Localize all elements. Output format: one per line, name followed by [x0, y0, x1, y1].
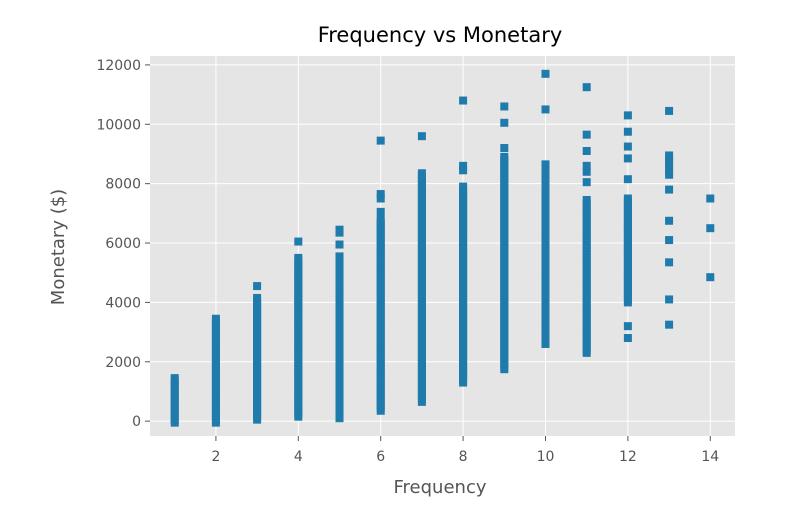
data-point: [665, 295, 674, 304]
data-point: [665, 106, 674, 115]
data-point: [665, 258, 674, 267]
data-point: [665, 185, 674, 194]
data-point: [335, 252, 344, 261]
y-tick-label: 0: [132, 414, 141, 430]
y-tick-label: 8000: [105, 177, 141, 193]
plot-area: [150, 56, 735, 436]
data-point: [623, 154, 632, 163]
data-point: [294, 237, 303, 246]
data-point: [665, 160, 674, 169]
x-tick-label: 12: [619, 449, 637, 465]
y-tick-label: 12000: [96, 58, 141, 74]
data-point: [500, 144, 509, 153]
data-point: [376, 194, 385, 203]
data-point: [623, 322, 632, 331]
x-tick-label: 4: [294, 449, 303, 465]
data-point: [706, 224, 715, 233]
data-point: [706, 194, 715, 203]
data-point: [459, 166, 468, 175]
data-point: [459, 182, 468, 191]
axis-ticks: 2 4 6 8 10 12 14 0 2000 4000 6000 8000 10000 12000: [96, 58, 719, 465]
data-point: [541, 188, 550, 197]
data-point: [623, 127, 632, 136]
data-point: [541, 105, 550, 114]
data-point: [541, 167, 550, 176]
data-point: [582, 195, 591, 204]
data-point: [335, 225, 344, 234]
data-point: [541, 181, 550, 190]
data-point: [665, 236, 674, 245]
data-point: [665, 216, 674, 225]
data-point: [665, 151, 674, 160]
data-point: [376, 190, 385, 199]
data-point: [623, 334, 632, 343]
y-tick-label: 4000: [105, 295, 141, 311]
data-point: [582, 130, 591, 139]
data-point: [376, 215, 385, 224]
data-point: [706, 273, 715, 282]
x-tick-label: 14: [701, 449, 719, 465]
data-point: [665, 320, 674, 329]
data-point: [459, 161, 468, 170]
data-point: [582, 147, 591, 155]
x-tick-label: 8: [459, 449, 468, 465]
data-point: [500, 102, 509, 111]
data-point: [623, 175, 632, 184]
data-point: [665, 166, 674, 175]
data-point: [253, 282, 262, 291]
y-tick-label: 6000: [105, 236, 141, 252]
data-point: [459, 96, 468, 105]
data-point: [582, 167, 591, 176]
data-point: [665, 170, 674, 179]
data-point: [541, 160, 550, 169]
data-point: [623, 111, 632, 120]
y-tick-label: 10000: [96, 117, 141, 133]
data-point: [582, 161, 591, 170]
x-axis-label: Frequency: [394, 477, 487, 498]
data-point: [582, 83, 591, 92]
y-axis-label: Monetary ($): [48, 189, 69, 305]
data-point: [417, 169, 426, 178]
x-tick-label: 6: [376, 449, 385, 465]
chart-title: Frequency vs Monetary: [318, 23, 563, 47]
data-point: [623, 194, 632, 203]
data-point: [376, 136, 385, 145]
data-point: [376, 207, 385, 216]
data-point: [335, 240, 344, 249]
y-tick-label: 2000: [105, 355, 141, 371]
data-point: [500, 152, 509, 161]
data-point: [665, 155, 674, 164]
data-point: [294, 253, 303, 262]
data-point: [211, 314, 220, 323]
x-tick-label: 10: [537, 449, 555, 465]
data-point: [582, 178, 591, 187]
data-point: [541, 69, 550, 78]
data-points: [170, 69, 715, 427]
data-point: [170, 374, 179, 383]
data-point: [541, 173, 550, 182]
x-tick-label: 2: [211, 449, 220, 465]
data-point: [253, 293, 262, 302]
data-point: [417, 132, 426, 141]
data-point: [623, 142, 632, 151]
data-point: [500, 118, 509, 127]
